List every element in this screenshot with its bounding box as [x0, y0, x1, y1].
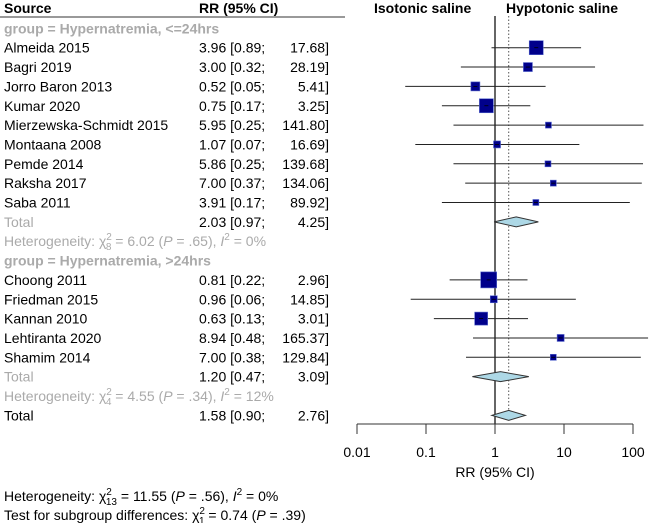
study-rr-upper: 139.68] — [282, 156, 329, 172]
study-rr-est: 7.00 [0.38; — [199, 349, 265, 365]
study-name: Shamim 2014 — [4, 349, 91, 365]
overall-total-label: Total — [4, 407, 34, 423]
study-rr-est: 5.95 [0.25; — [199, 117, 265, 133]
study-rr-est: 0.63 [0.13; — [199, 311, 265, 327]
study-rr-upper: 17.68] — [290, 40, 329, 56]
subgroup-diamond — [493, 216, 539, 228]
study-name: Montaana 2008 — [4, 136, 102, 152]
study-rr-upper: 14.85] — [290, 291, 329, 307]
study-name: Almeida 2015 — [4, 40, 90, 56]
study-rr-upper: 165.37] — [282, 330, 329, 346]
x-tick-label: 0.01 — [343, 444, 370, 460]
study-rr-upper: 134.06] — [282, 175, 329, 191]
x-tick-label: 100 — [621, 444, 645, 460]
study-rr-est: 0.52 [0.05; — [199, 78, 265, 94]
study-rr-upper: 28.19] — [290, 59, 329, 75]
favours-right-label: Hypotonic saline — [506, 0, 618, 16]
study-rr-est: 7.00 [0.37; — [199, 175, 265, 191]
study-name: Choong 2011 — [4, 272, 87, 288]
favours-left-label: Isotonic saline — [374, 0, 471, 16]
study-rr-est: 0.75 [0.17; — [199, 98, 265, 114]
study-rr-est: 0.81 [0.22; — [199, 272, 265, 288]
study-name: Kannan 2010 — [4, 311, 88, 327]
study-rr-est: 8.94 [0.48; — [199, 330, 265, 346]
study-name: Saba 2011 — [4, 195, 71, 211]
group-label: group = Hypernatremia, <=24hrs — [4, 20, 219, 36]
subgroup-diamond — [472, 371, 529, 383]
study-name: Kumar 2020 — [4, 98, 80, 114]
header-rr: RR (95% CI) — [199, 0, 278, 16]
study-name: Lehtiranta 2020 — [4, 330, 102, 346]
subgroup-heterogeneity: Heterogeneity: χ2 8 = 6.02 (P = .65), I2 … — [4, 232, 266, 253]
study-rr-upper: 3.01] — [298, 311, 329, 327]
study-name: Jorro Baron 2013 — [4, 78, 112, 94]
x-tick-label: 10 — [556, 444, 572, 460]
overall-total-rr-upper: 2.76] — [298, 407, 329, 423]
overall-total-rr-est: 1.58 [0.90; — [199, 407, 265, 423]
study-name: Raksha 2017 — [4, 175, 87, 191]
study-rr-upper: 2.96] — [298, 272, 329, 288]
study-rr-est: 3.00 [0.32; — [199, 59, 265, 75]
subgroup-total-label: Total — [4, 369, 34, 385]
subgroup-total-rr-upper: 3.09] — [298, 369, 329, 385]
x-axis-label: RR (95% CI) — [455, 464, 534, 480]
study-rr-upper: 16.69] — [290, 136, 329, 152]
x-tick-label: 0.1 — [416, 444, 436, 460]
subgroup-total-rr-upper: 4.25] — [298, 214, 329, 230]
header-source: Source — [4, 0, 52, 16]
study-rr-upper: 3.25] — [298, 98, 329, 114]
subgroup-total-label: Total — [4, 214, 34, 230]
subgroup-heterogeneity: Heterogeneity: χ2 4 = 4.55 (P = .34), I2 … — [4, 387, 274, 408]
subgroup-total-rr-est: 1.20 [0.47; — [199, 369, 265, 385]
study-rr-upper: 129.84] — [282, 349, 329, 365]
study-rr-est: 3.91 [0.17; — [199, 195, 265, 211]
subgroup-total-rr-est: 2.03 [0.97; — [199, 214, 265, 230]
overall-diamond — [490, 409, 528, 421]
study-rr-est: 5.86 [0.25; — [199, 156, 265, 172]
study-rr-upper: 5.41] — [298, 78, 329, 94]
x-tick-label: 1 — [491, 444, 499, 460]
study-rr-est: 3.96 [0.89; — [199, 40, 265, 56]
overall-heterogeneity: Heterogeneity: χ2 13 = 11.55 (P = .56), I… — [4, 487, 278, 508]
study-name: Bagri 2019 — [4, 59, 72, 75]
group-label: group = Hypernatremia, >24hrs — [4, 253, 211, 269]
study-rr-upper: 141.80] — [282, 117, 329, 133]
study-name: Pemde 2014 — [4, 156, 84, 172]
subgroup-differences-test: Test for subgroup differences: χ2 1 = 0.7… — [4, 506, 306, 523]
study-rr-est: 0.96 [0.06; — [199, 291, 265, 307]
study-name: Friedman 2015 — [4, 291, 98, 307]
study-rr-upper: 89.92] — [290, 195, 329, 211]
study-name: Mierzewska-Schmidt 2015 — [4, 117, 168, 133]
study-rr-est: 1.07 [0.07; — [199, 136, 265, 152]
